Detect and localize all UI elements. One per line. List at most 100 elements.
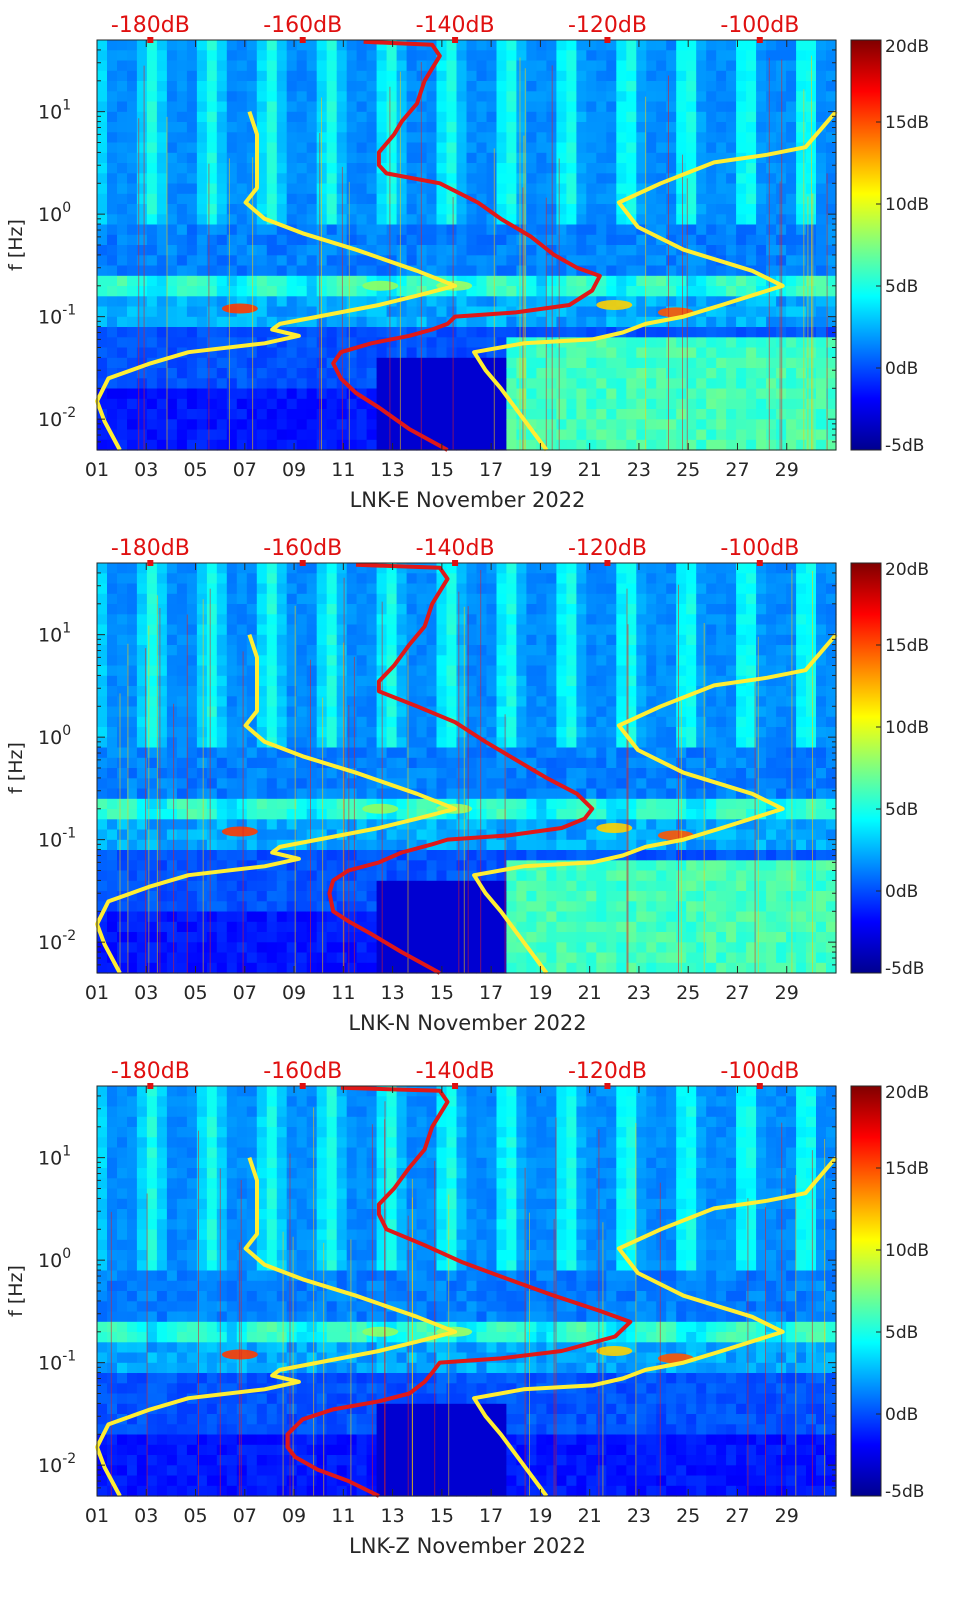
x-tick-label: 15 <box>430 1505 454 1527</box>
y-tick-label: 10-1 <box>38 826 76 852</box>
x-tick-label: 21 <box>578 982 602 1004</box>
top-db-tick-label: -120dB <box>568 536 647 561</box>
x-tick-label: 27 <box>725 982 749 1004</box>
yellow-model-high-curve <box>472 110 838 452</box>
colorbar-tick-label: -5dB <box>885 959 924 979</box>
x-tick-label: 21 <box>578 1505 602 1527</box>
top-db-tick-label: -180dB <box>111 536 190 561</box>
top-db-tick-label: -100dB <box>720 13 799 38</box>
x-tick-label: 17 <box>479 1505 503 1527</box>
x-tick-label: 17 <box>479 982 503 1004</box>
y-axis-label: f [Hz] <box>5 219 27 271</box>
x-tick-label: 25 <box>676 982 700 1004</box>
x-tick-label: 29 <box>775 1505 799 1527</box>
chart-panel-2: 10-2 10-1 100 101 f [Hz] 01 03 05 07 09 11 13 15 17 19… <box>5 536 929 1035</box>
x-tick-label: 25 <box>676 459 700 481</box>
spectrogram-image <box>97 1086 837 1497</box>
colorbar-tick-label: 5dB <box>885 800 918 820</box>
x-tick-label: 25 <box>676 1505 700 1527</box>
colorbar-tick-label: 20dB <box>885 1083 929 1103</box>
spectrogram-image <box>97 40 837 451</box>
x-tick-label: 01 <box>85 982 109 1004</box>
y-tick-label: 10-1 <box>38 303 76 329</box>
x-tick-label: 11 <box>331 459 355 481</box>
x-tick-label: 03 <box>134 459 158 481</box>
x-tick-label: 23 <box>627 982 651 1004</box>
yellow-model-low-curve <box>95 110 458 451</box>
top-db-tick-label: -120dB <box>568 1059 647 1084</box>
y-tick-label: 101 <box>38 98 71 124</box>
chart-panel-1: 10-2 10-1 100 101 f [Hz] 01 03 05 07 09 11 13 15 17 19… <box>5 13 929 512</box>
colorbar-tick-label: 10dB <box>885 195 929 215</box>
x-tick-label: 19 <box>528 982 552 1004</box>
y-tick-label: 10-2 <box>38 1451 76 1477</box>
x-tick-label: 27 <box>725 459 749 481</box>
colorbar-tick-label: 20dB <box>885 37 929 57</box>
yellow-model-low-curve <box>95 633 458 974</box>
top-db-tick-label: -160dB <box>263 1059 342 1084</box>
top-db-tick-label: -100dB <box>720 1059 799 1084</box>
x-tick-label: 19 <box>528 1505 552 1527</box>
y-tick-label: 101 <box>38 621 71 647</box>
y-tick-label: 100 <box>38 723 71 749</box>
x-tick-label: 21 <box>578 459 602 481</box>
y-tick-label: 10-1 <box>38 1349 76 1375</box>
y-tick-label: 10-2 <box>38 928 76 954</box>
top-db-tick-label: -140dB <box>416 1059 495 1084</box>
colorbar: 20dB 15dB 10dB 5dB 0dB -5dB <box>850 560 929 979</box>
x-tick-label: 27 <box>725 1505 749 1527</box>
top-db-tick-label: -100dB <box>720 536 799 561</box>
x-tick-label: 05 <box>183 1505 207 1527</box>
red-median-curve <box>331 39 602 452</box>
y-tick-label: 100 <box>38 200 71 226</box>
colorbar-tick-label: 15dB <box>885 636 929 656</box>
colorbar: 20dB 15dB 10dB 5dB 0dB -5dB <box>850 37 929 456</box>
x-tick-label: 01 <box>85 459 109 481</box>
red-median-curve <box>285 1085 633 1498</box>
top-db-tick-label: -180dB <box>111 13 190 38</box>
top-db-tick-label: -160dB <box>263 13 342 38</box>
x-tick-label: 15 <box>430 459 454 481</box>
x-tick-label: 11 <box>331 982 355 1004</box>
red-median-curve <box>327 562 595 975</box>
x-tick-label: 07 <box>233 1505 257 1527</box>
y-axis-label: f [Hz] <box>5 742 27 794</box>
spectrogram-image <box>97 563 837 974</box>
x-tick-label: 09 <box>282 982 306 1004</box>
colorbar-tick-label: 5dB <box>885 277 918 297</box>
colorbar-tick-label: 0dB <box>885 1405 918 1425</box>
x-tick-label: 03 <box>134 1505 158 1527</box>
x-tick-label: 11 <box>331 1505 355 1527</box>
x-axis-label: LNK-E November 2022 <box>350 488 586 512</box>
x-tick-label: 09 <box>282 1505 306 1527</box>
top-db-tick-label: -160dB <box>263 536 342 561</box>
y-tick-label: 10-2 <box>38 405 76 431</box>
x-tick-label: 23 <box>627 1505 651 1527</box>
top-db-tick-label: -120dB <box>568 13 647 38</box>
x-tick-label: 17 <box>479 459 503 481</box>
y-tick-label: 101 <box>38 1144 71 1170</box>
top-db-tick-label: -180dB <box>111 1059 190 1084</box>
x-tick-label: 07 <box>233 459 257 481</box>
x-tick-label: 15 <box>430 982 454 1004</box>
x-axis-label: LNK-Z November 2022 <box>349 1534 586 1558</box>
yellow-model-high-curve <box>472 633 838 975</box>
x-tick-label: 05 <box>183 459 207 481</box>
colorbar-tick-label: 20dB <box>885 560 929 580</box>
yellow-model-high-curve <box>472 1156 838 1498</box>
x-tick-label: 07 <box>233 982 257 1004</box>
y-axis-label: f [Hz] <box>5 1265 27 1317</box>
x-tick-label: 13 <box>381 1505 405 1527</box>
top-db-tick-label: -140dB <box>416 13 495 38</box>
colorbar-tick-label: 10dB <box>885 718 929 738</box>
yellow-model-low-curve <box>95 1156 458 1497</box>
colorbar-tick-label: 0dB <box>885 359 918 379</box>
x-tick-label: 03 <box>134 982 158 1004</box>
colorbar-tick-label: 10dB <box>885 1241 929 1261</box>
x-tick-label: 13 <box>381 982 405 1004</box>
x-axis-label: LNK-N November 2022 <box>348 1011 586 1035</box>
colorbar-tick-label: -5dB <box>885 1482 924 1502</box>
x-tick-label: 19 <box>528 459 552 481</box>
x-tick-label: 09 <box>282 459 306 481</box>
